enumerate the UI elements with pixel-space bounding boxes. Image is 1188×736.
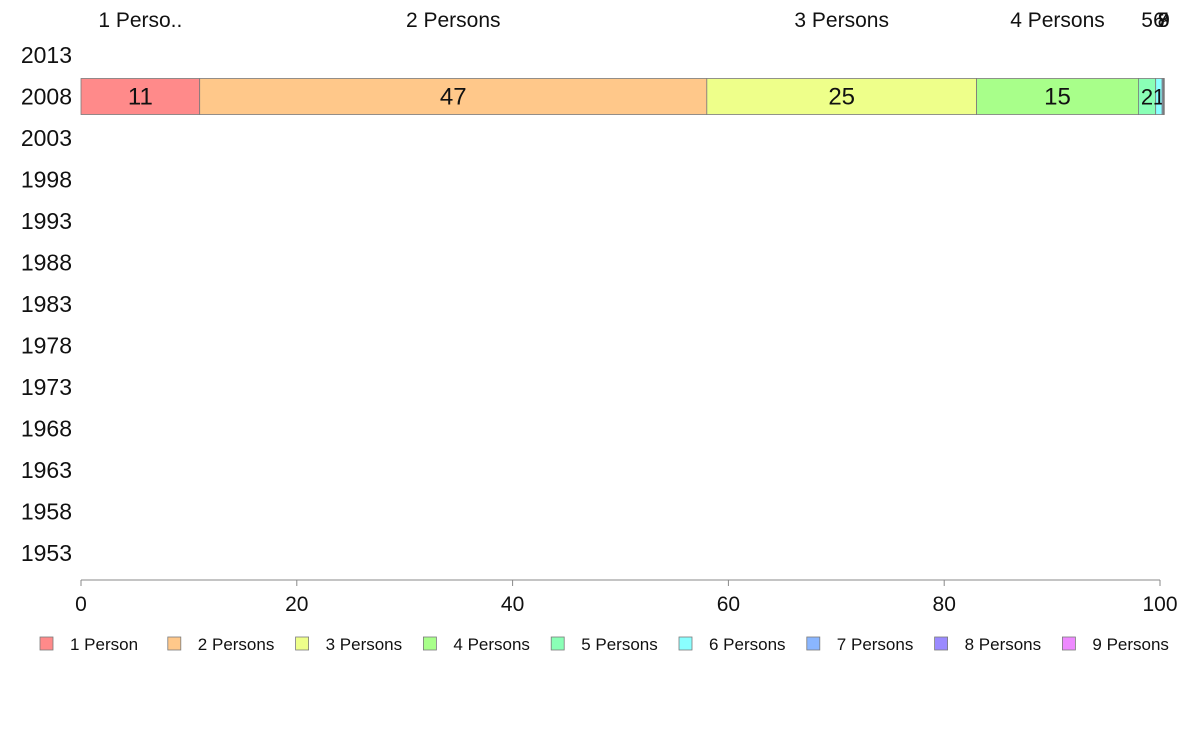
y-tick-label: 1983 <box>21 291 72 317</box>
y-tick-label: 1968 <box>21 416 72 442</box>
legend-label: 8 Persons <box>965 635 1042 654</box>
legend-swatch <box>422 636 437 651</box>
x-tick-label: 0 <box>75 593 87 616</box>
legend-label: 4 Persons <box>453 635 530 654</box>
legend-item: 5 Persons <box>550 635 658 654</box>
y-axis: 2013 2008 2003 1998 1993 1988 1983 1978 1973 1968… <box>21 42 72 566</box>
x-tick-label: 60 <box>717 593 740 616</box>
segment-header-label: 8 <box>1158 9 1170 32</box>
segment-header-label: 4 Persons <box>1010 9 1105 32</box>
legend-item: 7 Persons <box>806 635 914 654</box>
data-label: 2 <box>1141 85 1153 110</box>
legend-item: 2 Persons <box>167 635 275 654</box>
legend-swatch <box>678 636 693 651</box>
legend-item: 3 Persons <box>295 635 403 654</box>
legend-swatch <box>806 636 821 651</box>
legend-swatch <box>934 636 948 651</box>
bars: 11 47 25 15 2 1 <box>80 78 1165 115</box>
bar-segment <box>199 78 708 115</box>
data-label: 15 <box>1044 84 1071 111</box>
legend-label: 7 Persons <box>837 635 914 654</box>
data-label: 25 <box>828 84 855 111</box>
legend-swatch <box>39 636 54 651</box>
x-tick-label: 80 <box>933 593 956 616</box>
y-tick-label: 2013 <box>21 42 72 68</box>
bar-segment <box>1163 78 1165 115</box>
bar-segment <box>706 78 977 115</box>
segment-header-label: 3 Persons <box>794 9 889 32</box>
segment-header-label: 6 <box>1153 9 1165 32</box>
x-tick-label: 100 <box>1142 593 1177 616</box>
y-tick-label: 1988 <box>21 250 72 276</box>
y-tick-label: 1963 <box>21 457 72 483</box>
legend-label: 1 Person <box>70 635 138 654</box>
legend-item: 8 Persons <box>934 635 1042 654</box>
segment-header-labels: 1 Perso.. 2 Persons 3 Persons 4 Persons 5 678… <box>98 9 1170 32</box>
legend-swatch <box>295 636 310 651</box>
x-tick-label: 20 <box>285 593 308 616</box>
legend-label: 6 Persons <box>709 635 786 654</box>
y-tick-label: 1953 <box>21 540 72 566</box>
legend-item: 4 Persons <box>422 635 530 654</box>
y-tick-label: 1978 <box>21 333 72 359</box>
legend-item: 6 Persons <box>678 635 786 654</box>
segment-header-label: 5 <box>1141 9 1153 32</box>
legend-item: 9 Persons <box>1062 635 1169 654</box>
legend-label: 3 Persons <box>326 635 403 654</box>
segment-header-label: 2 Persons <box>406 9 501 32</box>
data-label: 47 <box>440 84 467 111</box>
segment-header-label: 1 Perso.. <box>98 9 182 32</box>
legend: 1 Person 2 Persons 3 Persons 4 Persons 5 Per… <box>39 635 1169 654</box>
legend-label: 2 Persons <box>198 635 275 654</box>
x-axis: 0 20 40 60 80 100 <box>75 579 1178 616</box>
legend-label: 5 Persons <box>581 635 658 654</box>
y-tick-label: 1958 <box>21 499 72 525</box>
x-tick-label: 40 <box>501 593 524 616</box>
data-label: 11 <box>128 84 153 111</box>
legend-label: 9 Persons <box>1092 635 1169 654</box>
y-tick-label: 2003 <box>21 125 72 151</box>
segment-header-label: 7 <box>1157 9 1169 32</box>
y-tick-label: 1993 <box>21 208 72 234</box>
y-tick-label: 1973 <box>21 374 72 400</box>
legend-swatch <box>1062 636 1076 651</box>
segment-header-label: 9 <box>1158 9 1170 32</box>
y-tick-label: 2008 <box>21 84 72 110</box>
legend-swatch <box>167 636 182 651</box>
legend-swatch <box>550 636 565 651</box>
legend-item: 1 Person <box>39 635 138 654</box>
y-tick-label: 1998 <box>21 167 72 193</box>
